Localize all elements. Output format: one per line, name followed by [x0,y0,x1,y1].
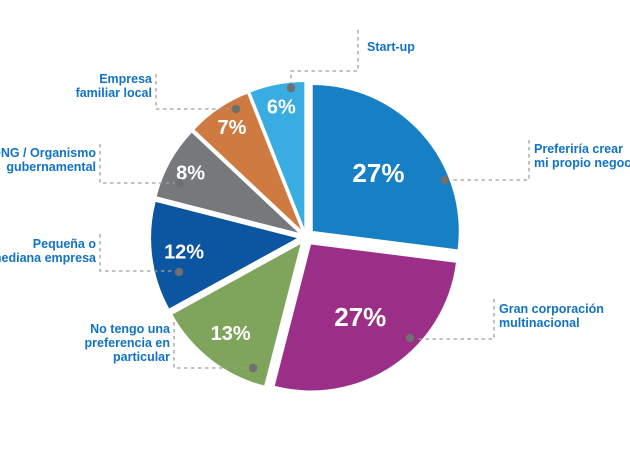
pie-slice-3 [151,201,298,309]
leader-dot-1 [405,333,415,343]
callout-label-4: ONG / Organismo gubernamental [0,146,96,174]
pie-slice-1 [274,244,456,391]
pie-slice-5 [194,93,301,230]
leader-dot-3 [174,267,184,277]
callout-label-line: No tengo una [90,322,171,336]
callout-label-3: Pequeña o mediana empresa [0,237,97,265]
leader-line-3 [99,234,174,272]
callout-label-line: gubernamental [6,160,96,174]
slice-percent-label-2: 13% [211,323,251,345]
leader-dot-4 [175,178,185,188]
callout-label-line: Gran corporación [499,302,604,316]
pie-slice-6 [250,82,305,229]
callout-label-line: mediana empresa [0,251,97,265]
callout-label-line: mi propio negocio [534,156,630,170]
leader-dot-2 [248,363,258,373]
leader-line-0 [450,140,530,181]
callout-label-2: No tengo una preferencia en particular [85,322,172,364]
slice-percent-label-4: 8% [176,163,205,185]
pie-slice-2 [172,244,301,386]
pie-slice-4 [156,132,299,233]
callout-label-line: particular [113,350,170,364]
callout-label-line: Empresa [99,72,153,86]
callout-label-line: multinacional [499,316,580,330]
callout-label-line: Preferiría crear [534,142,623,156]
leader-dot-6 [286,83,296,93]
leader-line-6 [290,30,359,83]
callout-label-5: Empresa familiar local [76,72,153,100]
leader-dot-0 [440,175,450,185]
callout-label-6: Start-up [367,40,415,54]
pie-slice-0 [312,85,459,250]
callout-label-line: ONG / Organismo [0,146,96,160]
slice-percent-label-1: 27% [334,302,386,332]
callout-label-1: Gran corporación multinacional [499,302,604,330]
slice-percent-label-5: 7% [218,117,247,139]
callout-label-line: Pequeña o [33,237,97,251]
leader-line-2 [173,322,248,369]
leader-line-5 [155,74,231,110]
callout-label-line: familiar local [76,86,152,100]
leader-dot-5 [231,104,241,114]
callout-label-line: preferencia en [85,336,170,350]
slice-percent-label-3: 12% [164,241,204,263]
leader-line-1 [415,299,495,340]
slice-percent-label-6: 6% [267,97,296,119]
callout-label-line: Start-up [367,40,415,54]
slice-percent-label-0: 27% [352,158,404,188]
